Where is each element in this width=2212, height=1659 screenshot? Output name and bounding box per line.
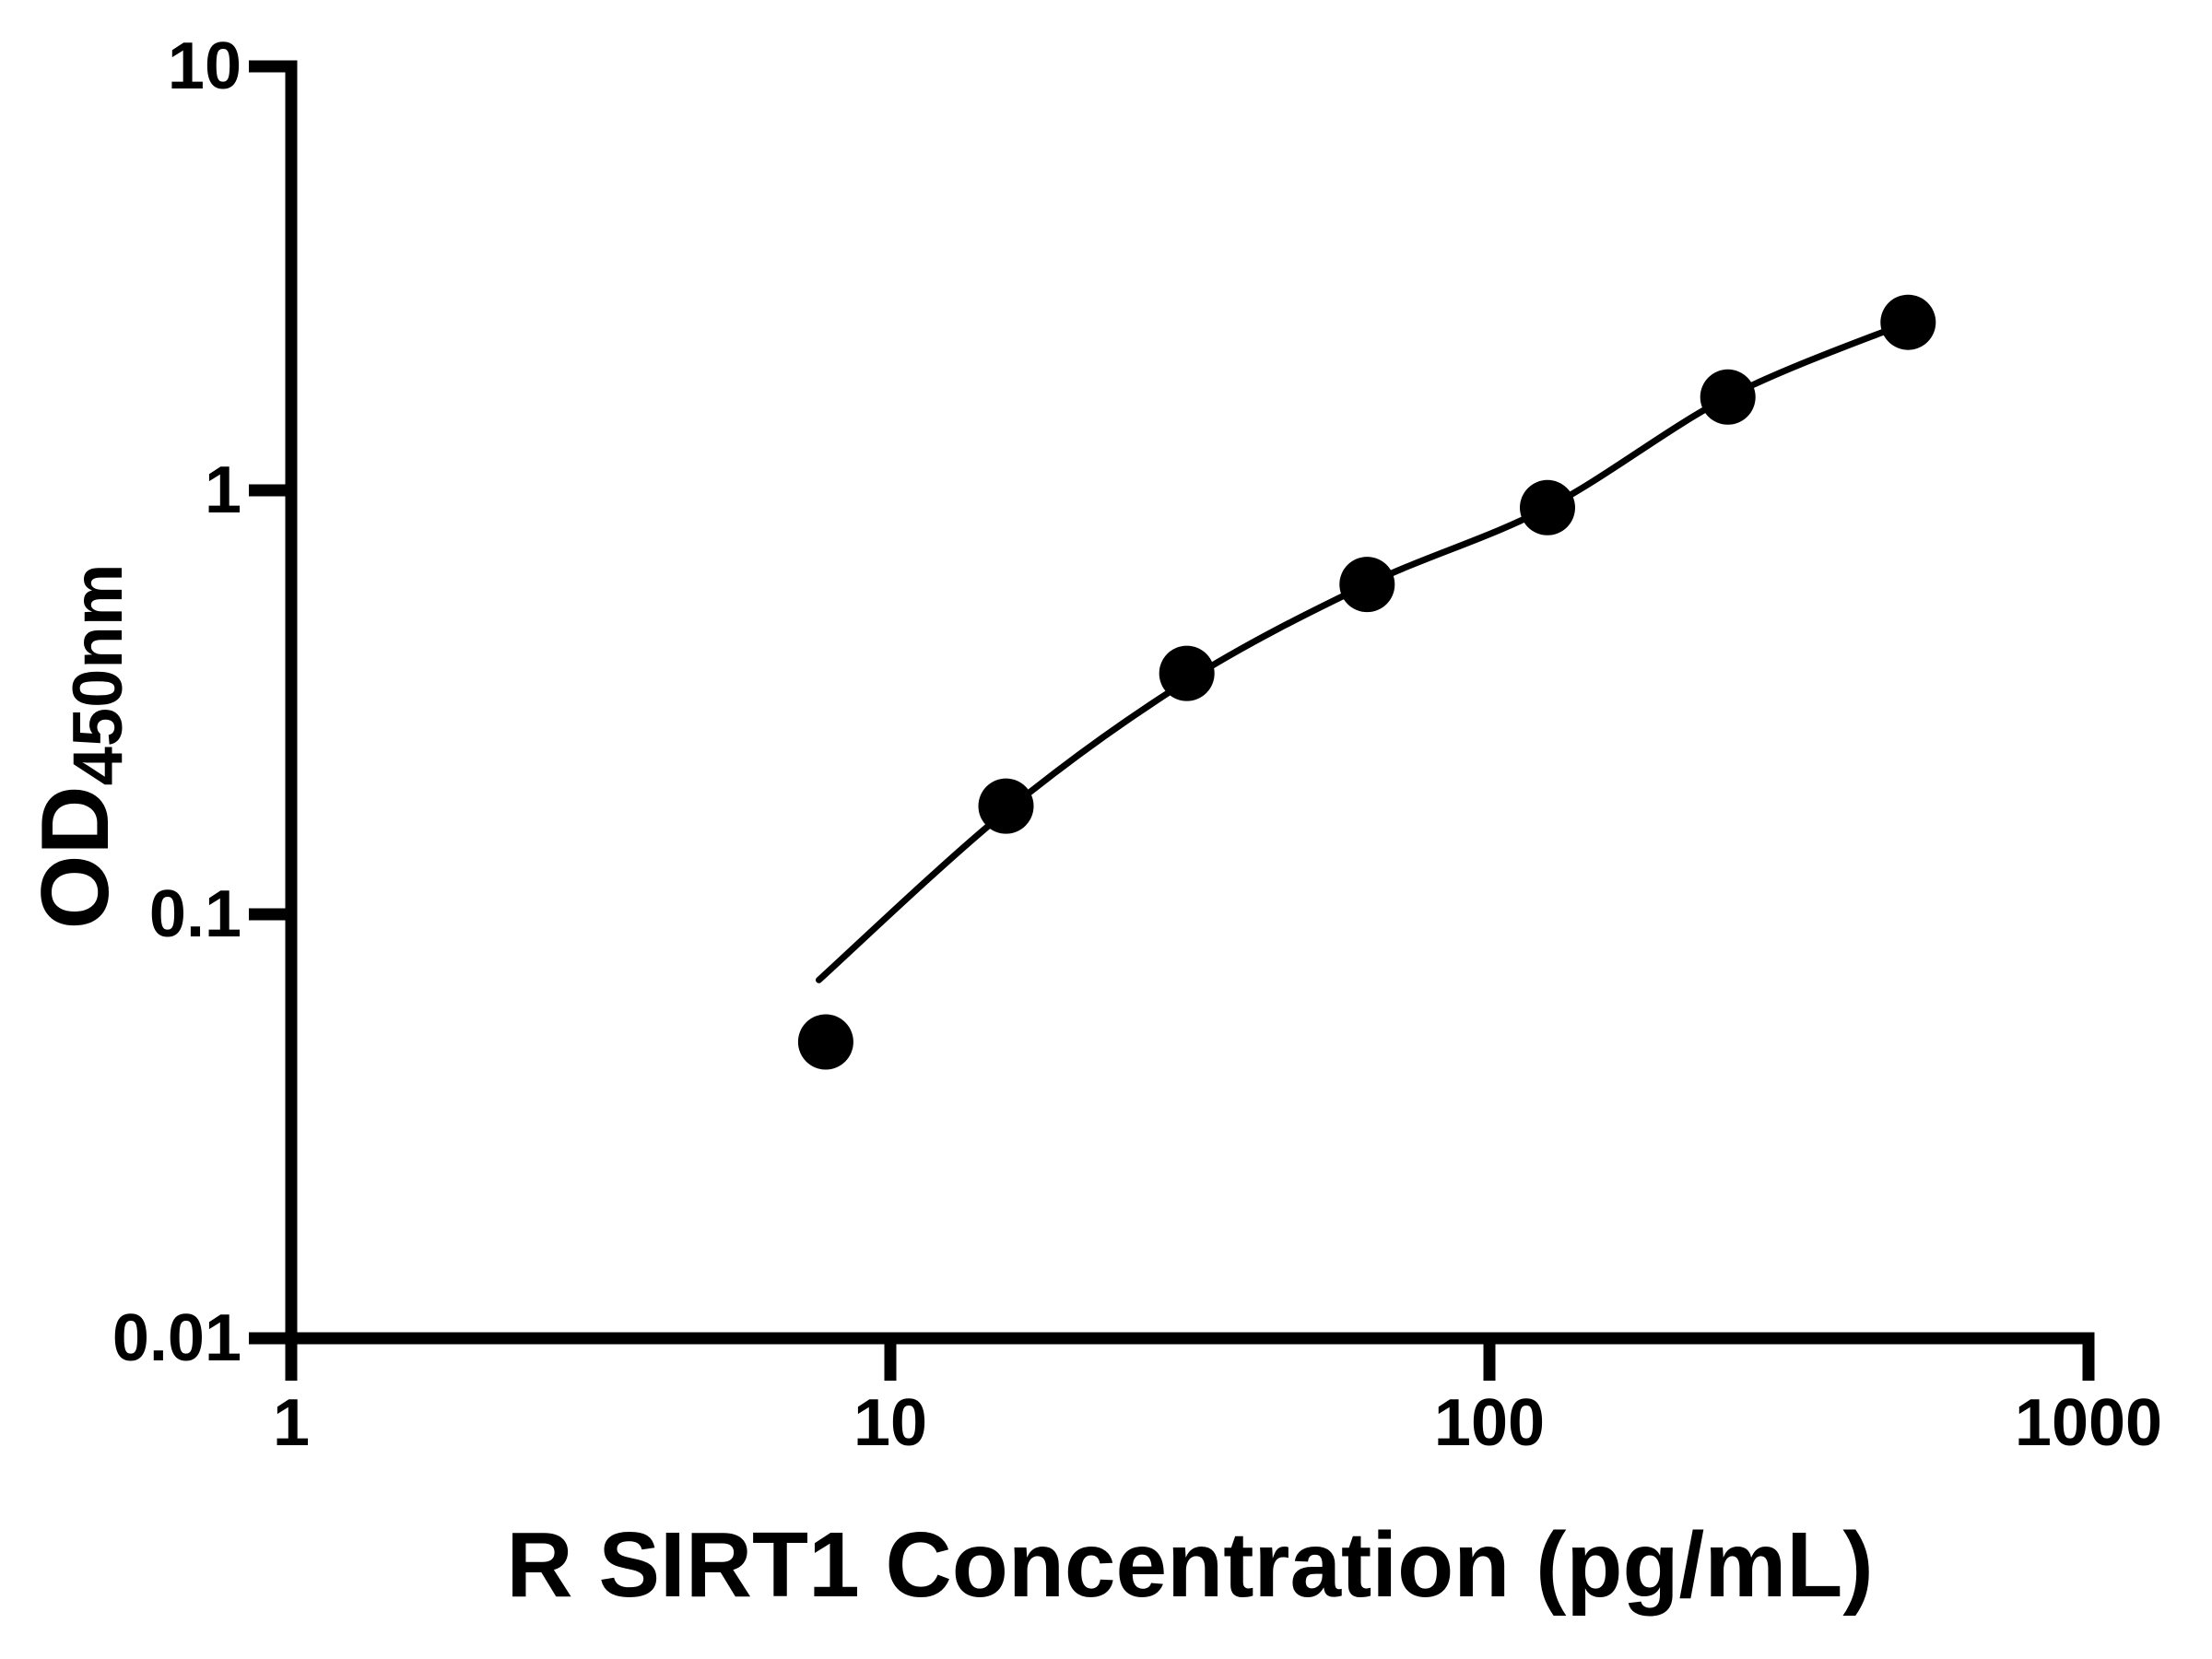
- y-tick-label: 10: [167, 29, 241, 103]
- data-point: [1339, 557, 1395, 613]
- y-tick-label: 1: [204, 453, 241, 527]
- data-point: [1159, 645, 1215, 701]
- data-point: [1520, 479, 1575, 535]
- x-axis-title: R SIRT1 Concentration (pg/mL): [506, 1513, 1874, 1617]
- data-point: [1880, 294, 1936, 350]
- data-point: [978, 778, 1034, 834]
- data-point: [1700, 369, 1756, 425]
- data-point: [797, 1014, 853, 1070]
- x-tick-label: 10: [853, 1386, 928, 1460]
- y-axis-title-subscript: 450nm: [59, 563, 137, 786]
- y-axis-title: OD450nm: [22, 564, 137, 930]
- x-tick-label: 1: [272, 1386, 311, 1460]
- fit-curve: [816, 319, 1912, 983]
- y-tick-label: 0.1: [148, 877, 241, 951]
- y-axis-title-main: OD: [22, 785, 129, 930]
- x-tick-label: 1000: [2014, 1386, 2163, 1460]
- y-tick-label: 0.01: [112, 1301, 241, 1375]
- x-tick-label: 100: [1433, 1386, 1546, 1460]
